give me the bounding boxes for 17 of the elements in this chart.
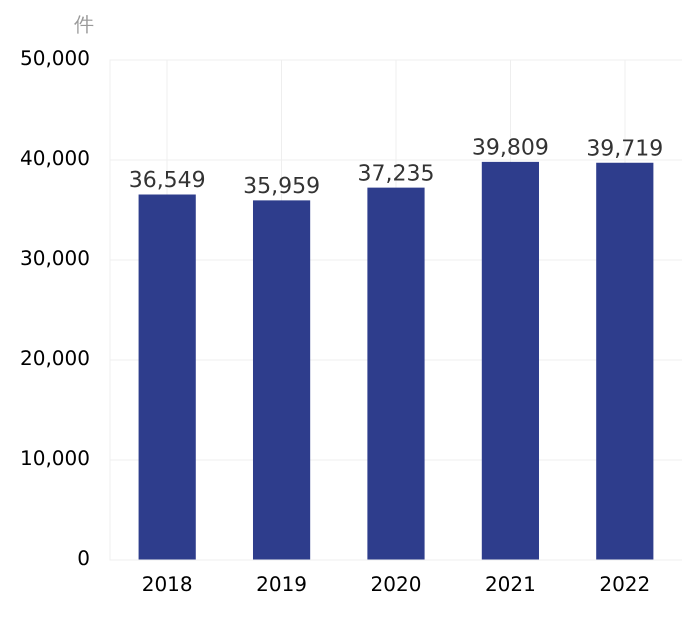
x-tick-label: 2018 (142, 572, 193, 596)
data-label: 36,549 (128, 168, 206, 194)
y-tick-label: 30,000 (20, 246, 90, 270)
data-label: 37,235 (358, 161, 434, 186)
data-label: 35,959 (243, 174, 320, 200)
x-tick-label: 2019 (256, 572, 308, 596)
y-tick-label: 0 (77, 546, 90, 570)
y-tick-label: 50,000 (20, 46, 90, 70)
y-tick-label: 20,000 (20, 346, 90, 370)
data-label: 39,719 (586, 136, 664, 162)
y-tick-label: 10,000 (20, 446, 90, 470)
x-tick-label: 2021 (484, 572, 536, 596)
x-tick-label: 2022 (599, 572, 650, 596)
data-label: 39,809 (472, 136, 549, 161)
y-axis-title: 件 (74, 12, 94, 36)
x-tick-label: 2020 (370, 572, 422, 596)
y-tick-label: 40,000 (20, 146, 90, 170)
